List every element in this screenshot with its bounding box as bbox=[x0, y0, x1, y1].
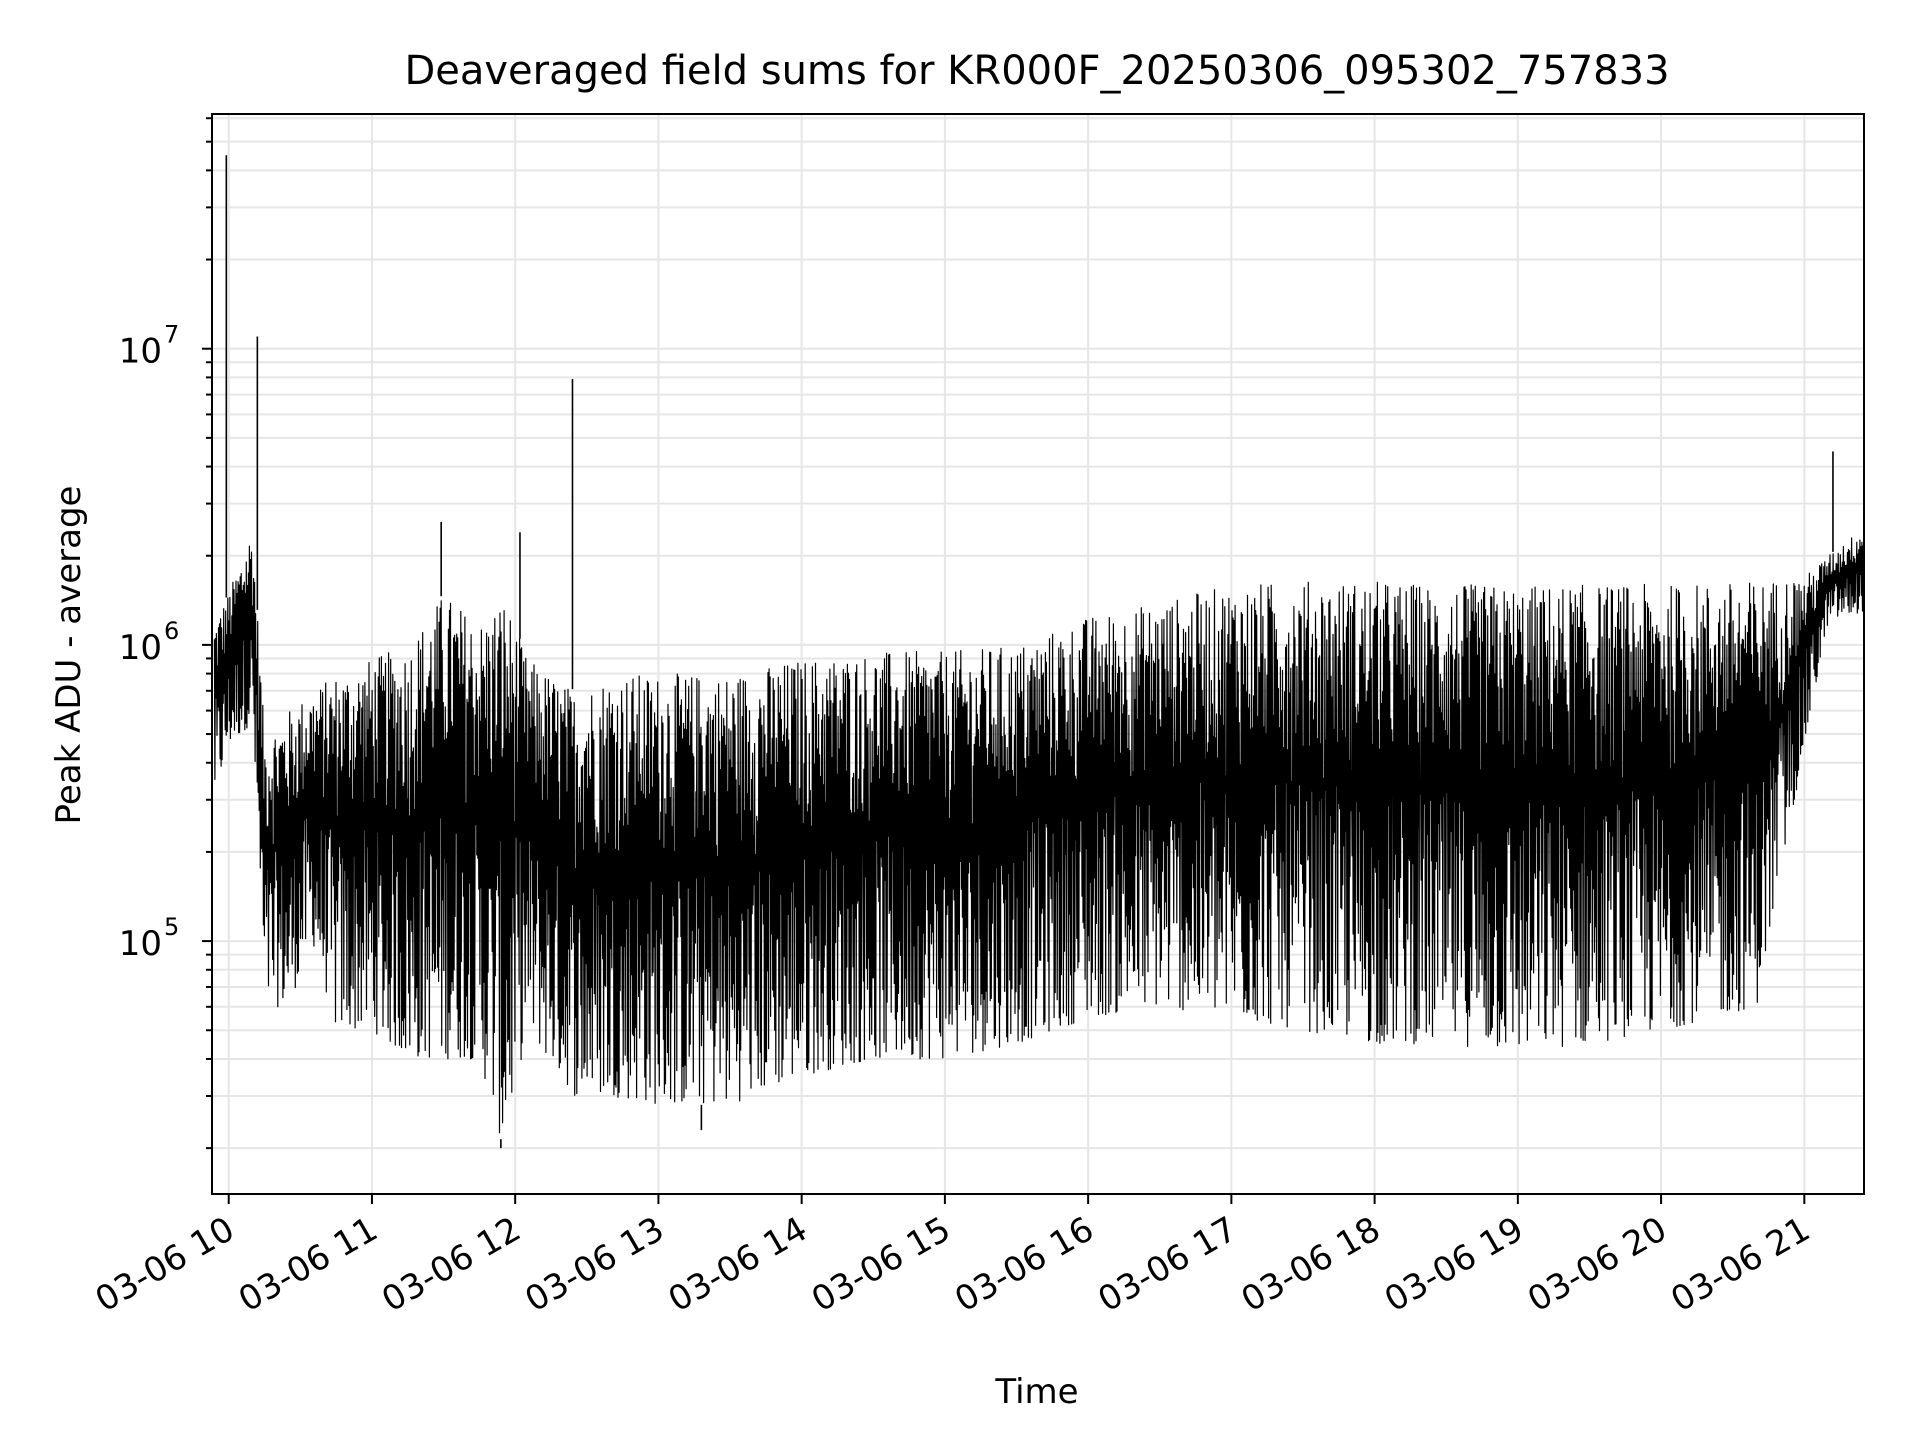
y-tick-label: 10 bbox=[119, 924, 162, 964]
plot-frame bbox=[211, 113, 1865, 1195]
y-tick-exponent: 6 bbox=[164, 617, 179, 645]
y-tick-exponent: 7 bbox=[164, 321, 179, 349]
x-axis-label: Time bbox=[994, 1372, 1078, 1412]
y-tick-label: 10 bbox=[119, 628, 162, 668]
chart-title: Deaveraged field sums for KR000F_2025030… bbox=[404, 48, 1669, 94]
y-tick-exponent: 5 bbox=[164, 913, 179, 941]
y-tick-label: 10 bbox=[119, 332, 162, 372]
series-line bbox=[213, 537, 1865, 1134]
data-line bbox=[213, 155, 1865, 1149]
y-axis-label: Peak ADU - average bbox=[49, 486, 89, 825]
